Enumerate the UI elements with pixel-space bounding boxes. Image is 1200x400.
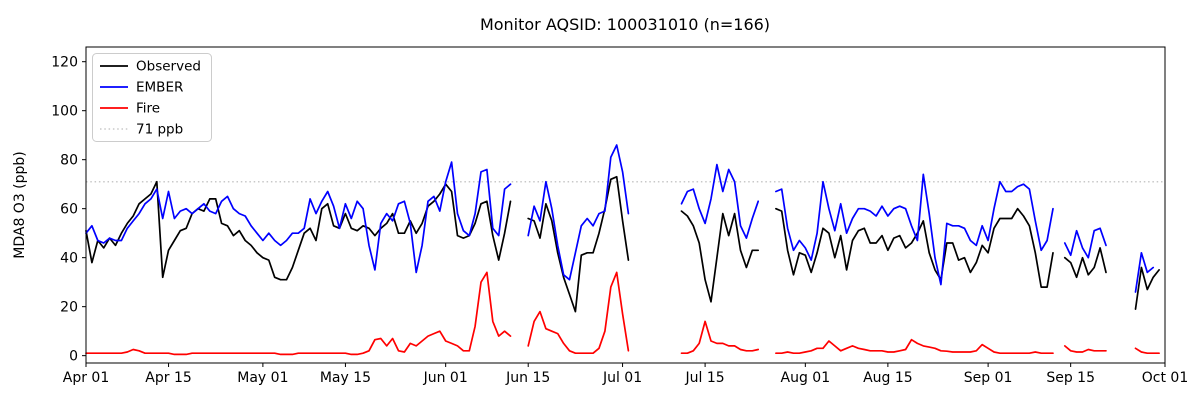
x-tick-label: Jun 15: [505, 370, 550, 386]
series-line-ember: [775, 173, 1054, 286]
x-tick-label: Jul 15: [685, 370, 725, 386]
x-tick-label: Jun 01: [423, 370, 468, 386]
series-line-ember: [1063, 227, 1107, 259]
y-tick-label: 20: [60, 300, 78, 316]
y-axis-label: MDA8 O3 (ppb): [12, 151, 28, 259]
x-tick-label: Aug 01: [781, 370, 831, 386]
y-tick-label: 0: [69, 349, 78, 365]
series-line-ember: [527, 144, 630, 281]
y-tick-label: 40: [60, 251, 78, 267]
y-tick-label: 80: [60, 153, 78, 169]
series-line-observed: [1063, 247, 1107, 279]
legend-frame: [92, 53, 212, 142]
y-tick-label: 120: [51, 55, 78, 71]
series-line-ember: [680, 163, 760, 239]
chart-title: Monitor AQSID: 100031010 (n=166): [480, 15, 770, 34]
legend-label-threshold: 71 ppb: [136, 122, 183, 138]
legend-box: Observed EMBER Fire 71 ppb: [92, 53, 212, 142]
legend-label-fire: Fire: [136, 101, 160, 117]
y-tick-label: 60: [60, 202, 78, 218]
x-tick-label: Apr 15: [145, 370, 191, 386]
series-line-observed: [527, 175, 630, 313]
x-tick-label: May 01: [237, 370, 288, 386]
series-line-ember: [1134, 251, 1155, 293]
series-line-fire: [775, 338, 1054, 355]
series-line-fire: [85, 271, 512, 356]
series-line-observed: [775, 207, 1054, 288]
series-line-fire: [1063, 345, 1107, 353]
legend-label-observed: Observed: [136, 59, 201, 75]
series-line-ember: [85, 161, 512, 274]
x-tick-label: Apr 01: [63, 370, 109, 386]
x-tick-label: Aug 15: [863, 370, 913, 386]
legend-label-ember: EMBER: [136, 80, 183, 96]
x-tick-label: Jul 01: [602, 370, 642, 386]
x-tick-label: Oct 01: [1142, 370, 1188, 386]
x-tick-label: May 15: [320, 370, 371, 386]
series-line-observed: [1134, 266, 1160, 310]
x-tick-label: Sep 15: [1046, 370, 1095, 386]
series-line-fire: [680, 320, 760, 355]
series-line-observed: [680, 210, 760, 303]
series-line-fire: [527, 271, 630, 355]
plot-border: [85, 46, 1166, 364]
series-line-fire: [1134, 347, 1160, 355]
x-tick-label: Sep 01: [964, 370, 1013, 386]
y-tick-label: 100: [51, 104, 78, 120]
series-line-observed: [85, 180, 512, 281]
